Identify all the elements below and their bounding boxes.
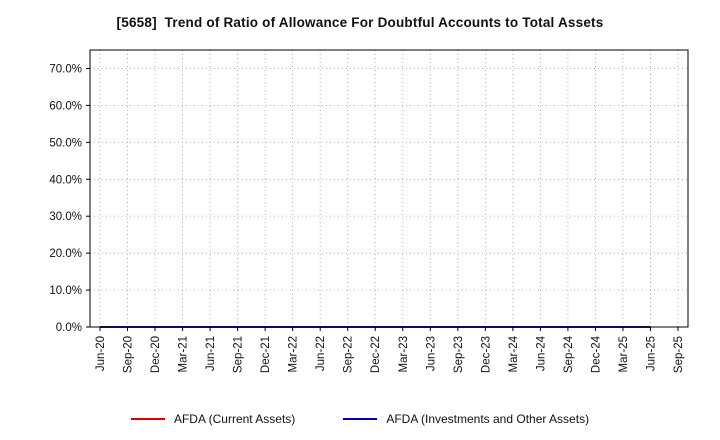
y-tick-label: 40.0% bbox=[49, 174, 82, 186]
plot-background bbox=[90, 50, 688, 327]
x-tick-label: Sep-25 bbox=[673, 336, 685, 373]
legend-label: AFDA (Investments and Other Assets) bbox=[386, 412, 590, 426]
y-tick-label: 30.0% bbox=[49, 211, 82, 223]
y-tick-label: 20.0% bbox=[49, 248, 82, 260]
x-tick-label: Mar-25 bbox=[618, 336, 630, 372]
y-tick-label: 10.0% bbox=[49, 285, 82, 297]
x-tick-label: Dec-24 bbox=[590, 335, 602, 373]
x-tick-label: Sep-21 bbox=[233, 336, 245, 373]
x-tick-label: Jun-23 bbox=[425, 336, 437, 371]
legend-item: AFDA (Current Assets) bbox=[130, 412, 296, 426]
x-tick-label: Jun-25 bbox=[645, 336, 657, 371]
y-tick-label: 0.0% bbox=[56, 322, 82, 334]
x-tick-label: Mar-22 bbox=[288, 336, 300, 372]
x-tick-label: Jun-20 bbox=[95, 336, 107, 371]
legend-item: AFDA (Investments and Other Assets) bbox=[343, 412, 589, 426]
legend-line-icon bbox=[343, 418, 378, 420]
x-tick-label: Dec-20 bbox=[150, 336, 162, 373]
x-tick-label: Jun-21 bbox=[205, 336, 217, 371]
x-tick-label: Sep-23 bbox=[453, 336, 465, 373]
x-tick-label: Dec-23 bbox=[480, 336, 492, 373]
x-tick-label: Mar-23 bbox=[398, 336, 410, 372]
x-tick-label: Sep-24 bbox=[563, 335, 575, 373]
legend-line-icon bbox=[130, 418, 165, 420]
x-tick-label: Jun-24 bbox=[535, 335, 547, 371]
legend: AFDA (Current Assets) AFDA (Investments a… bbox=[0, 402, 720, 436]
x-tick-label: Mar-21 bbox=[178, 336, 190, 372]
y-tick-label: 70.0% bbox=[49, 63, 82, 75]
y-tick-label: 50.0% bbox=[49, 137, 82, 149]
y-tick-label: 60.0% bbox=[49, 100, 82, 112]
plot-area: 0.0% 10.0% 20.0% 30.0% 40.0% 50.0% 60.0% 70.0% J… bbox=[49, 49, 689, 373]
x-tick-label: Mar-24 bbox=[508, 335, 520, 372]
x-tick-label: Dec-22 bbox=[370, 336, 382, 373]
chart-title: [5658] Trend of Ratio of Allowance For D… bbox=[116, 15, 604, 30]
x-tick-label: Dec-21 bbox=[260, 336, 272, 373]
x-tick-label: Sep-22 bbox=[343, 336, 355, 373]
x-tick-label: Sep-20 bbox=[123, 336, 135, 373]
legend-label: AFDA (Current Assets) bbox=[173, 412, 296, 426]
plot-border bbox=[89, 49, 689, 328]
x-tick-label: Jun-22 bbox=[315, 336, 327, 371]
